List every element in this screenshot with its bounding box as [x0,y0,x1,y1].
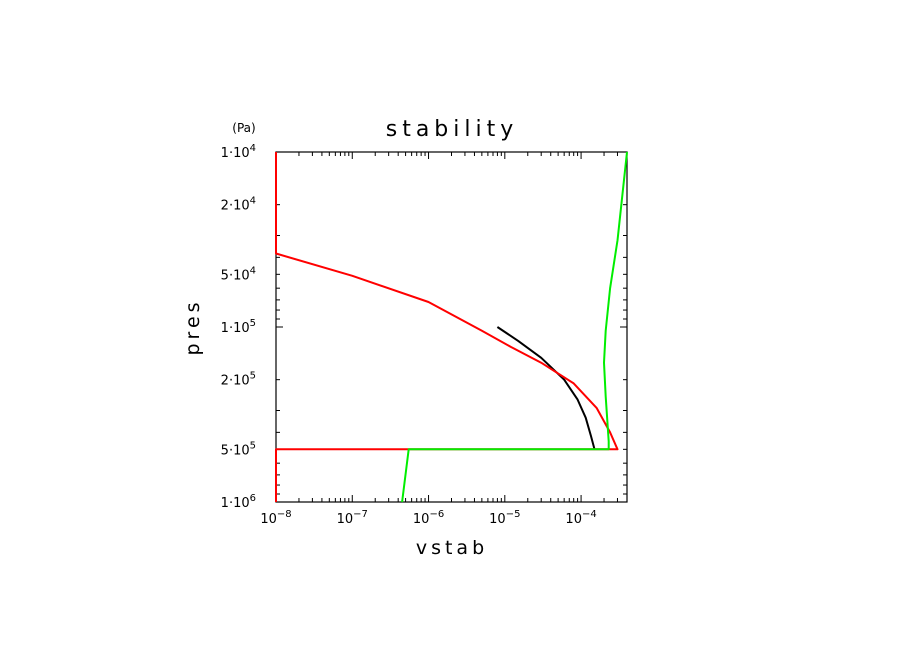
y-tick-label: 5·104 [221,265,256,283]
y-tick-label: 1·104 [221,143,256,161]
tick-labels: 10−8 10−7 10−6 10−5 10−4 1·104 2·104 5·104 1·105… [221,143,597,527]
series-line-3 [401,151,628,503]
x-axis-label: vstab [416,537,488,559]
x-tick-label: 10−7 [337,509,368,527]
x-tick-label: 10−6 [413,509,444,527]
chart-title: stability [386,117,519,142]
y-tick-label: 2·104 [221,196,256,214]
y-tick-label: 1·105 [221,318,256,336]
x-tick-label: 10−5 [489,509,520,527]
y-axis-unit: (Pa) [232,121,255,135]
series-line-1 [496,326,596,450]
series-group [275,151,628,503]
x-tick-label: 10−4 [565,509,596,527]
y-tick-label: 5·105 [221,440,256,458]
y-tick-label: 2·105 [221,371,256,389]
y-axis-label: pres [182,298,204,355]
series-line-2 [275,152,619,502]
y-tick-label: 1·106 [221,493,256,511]
x-tick-label: 10−8 [260,509,291,527]
